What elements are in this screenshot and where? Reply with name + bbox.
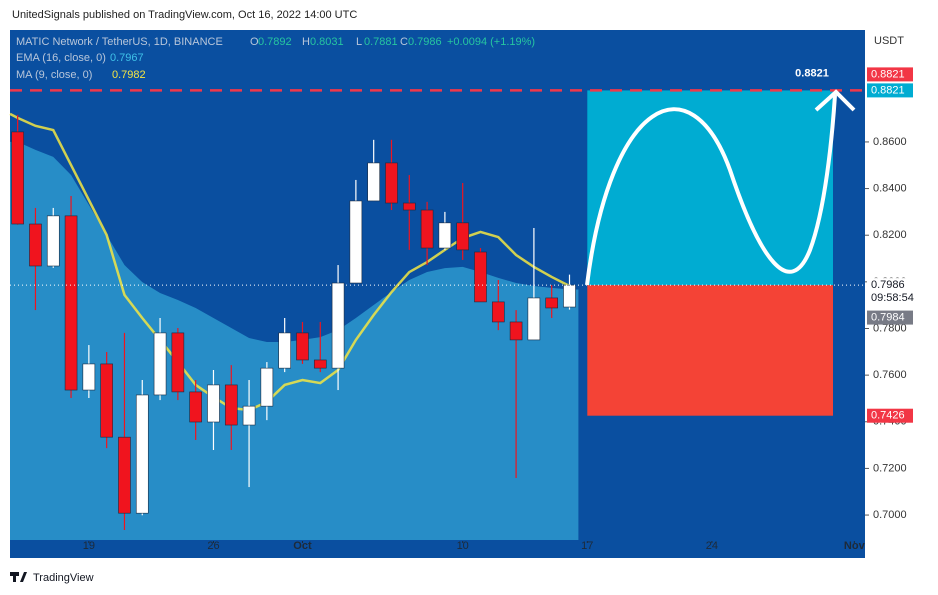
candle-body <box>367 162 380 202</box>
candle-body <box>349 200 363 284</box>
countdown: 09:58:54 <box>871 292 914 304</box>
x-tick-label: 19 <box>83 540 95 552</box>
ohlc-value: 0.7881 <box>364 36 398 48</box>
y-tick-label: 0.8400 <box>873 182 907 194</box>
ohlc-value: 0.7892 <box>258 36 292 48</box>
ohlc-prefix: C <box>400 36 408 48</box>
candle-body <box>207 384 220 423</box>
stop-tag: 0.7426 <box>871 410 905 422</box>
candle-body <box>313 359 327 369</box>
candle-body <box>11 131 24 225</box>
target-tag: 0.8821 <box>871 84 905 96</box>
ohlc-value: 0.7986 <box>408 36 442 48</box>
bid-tag: 0.7984 <box>871 311 905 323</box>
ohlc-prefix: L <box>356 36 362 48</box>
candle-body <box>438 222 452 249</box>
candle-body <box>474 251 487 303</box>
candle-body <box>189 391 202 423</box>
forecast-arrowhead <box>814 89 856 112</box>
published-note: UnitedSignals published on TradingView.c… <box>12 9 357 21</box>
y-tick-label: 0.7800 <box>873 322 907 334</box>
y-tick-label: 0.8600 <box>873 136 907 148</box>
candle-body <box>100 363 113 438</box>
y-tick-label: 0.7200 <box>873 462 907 474</box>
target-tag: 0.8821 <box>871 68 905 80</box>
candle-body <box>545 297 558 309</box>
indicator-value: 0.7982 <box>112 69 146 81</box>
y-tick-label: 0.7000 <box>873 509 907 521</box>
ema-area <box>10 141 579 541</box>
price-axis <box>865 30 938 558</box>
x-tick-label: Nov <box>844 540 866 552</box>
target-tag-bg <box>867 67 913 82</box>
plot <box>9 89 865 541</box>
x-tick-label: 26 <box>207 540 219 552</box>
x-tick-label: 10 <box>457 540 469 552</box>
candle-body <box>402 202 416 211</box>
candle-body <box>296 332 309 361</box>
candle-body <box>29 223 42 267</box>
indicator-value: 0.7967 <box>110 52 144 64</box>
loss-zone <box>587 285 833 416</box>
candle-body <box>527 297 541 341</box>
currency: USDT <box>874 35 904 47</box>
candle-body <box>509 321 523 341</box>
x-tick-label: 17 <box>581 540 593 552</box>
price-tag-bg <box>867 278 913 293</box>
candle-body <box>260 367 274 407</box>
candle-body <box>278 332 291 369</box>
candle-body <box>242 405 256 426</box>
ma-line <box>9 112 571 412</box>
candle-body <box>171 332 185 393</box>
x-tick-label: 24 <box>706 540 718 552</box>
candle-body <box>118 436 131 514</box>
candle-body <box>153 332 167 396</box>
bid-tag-bg <box>867 310 913 325</box>
ohlc-prefix: H <box>302 36 310 48</box>
brand: TradingView <box>33 572 94 584</box>
candle-body <box>46 215 60 267</box>
y-tick-label: 0.8200 <box>873 229 907 241</box>
ohlc-prefix: O <box>250 36 259 48</box>
candle-body <box>224 384 238 426</box>
candle-body <box>331 282 345 369</box>
candle-body <box>456 222 469 251</box>
candle-body <box>64 215 78 391</box>
x-tick-label: Oct <box>293 540 312 552</box>
y-tick-label: 0.7600 <box>873 369 907 381</box>
ohlc-value: 0.8031 <box>310 36 344 48</box>
stop-tag-bg <box>867 408 913 423</box>
candle-body <box>135 394 149 514</box>
change: +0.0094 (+1.19%) <box>447 36 535 48</box>
forecast-curve <box>585 94 837 286</box>
candle-body <box>82 363 96 391</box>
price-tag: 0.7986 <box>871 279 905 291</box>
logo <box>10 572 27 582</box>
candle-body <box>563 284 576 308</box>
indicator-name: MA (9, close, 0) <box>16 69 92 81</box>
profit-zone <box>587 90 833 286</box>
candle-body <box>385 162 398 204</box>
target-tag-bg <box>867 83 913 98</box>
symbol: MATIC Network / TetherUS, 1D, BINANCE <box>16 36 223 48</box>
target-label: 0.8821 <box>795 67 829 79</box>
indicator-name: EMA (16, close, 0) <box>16 52 106 64</box>
candle-body <box>491 301 505 323</box>
candle-body <box>420 209 434 249</box>
